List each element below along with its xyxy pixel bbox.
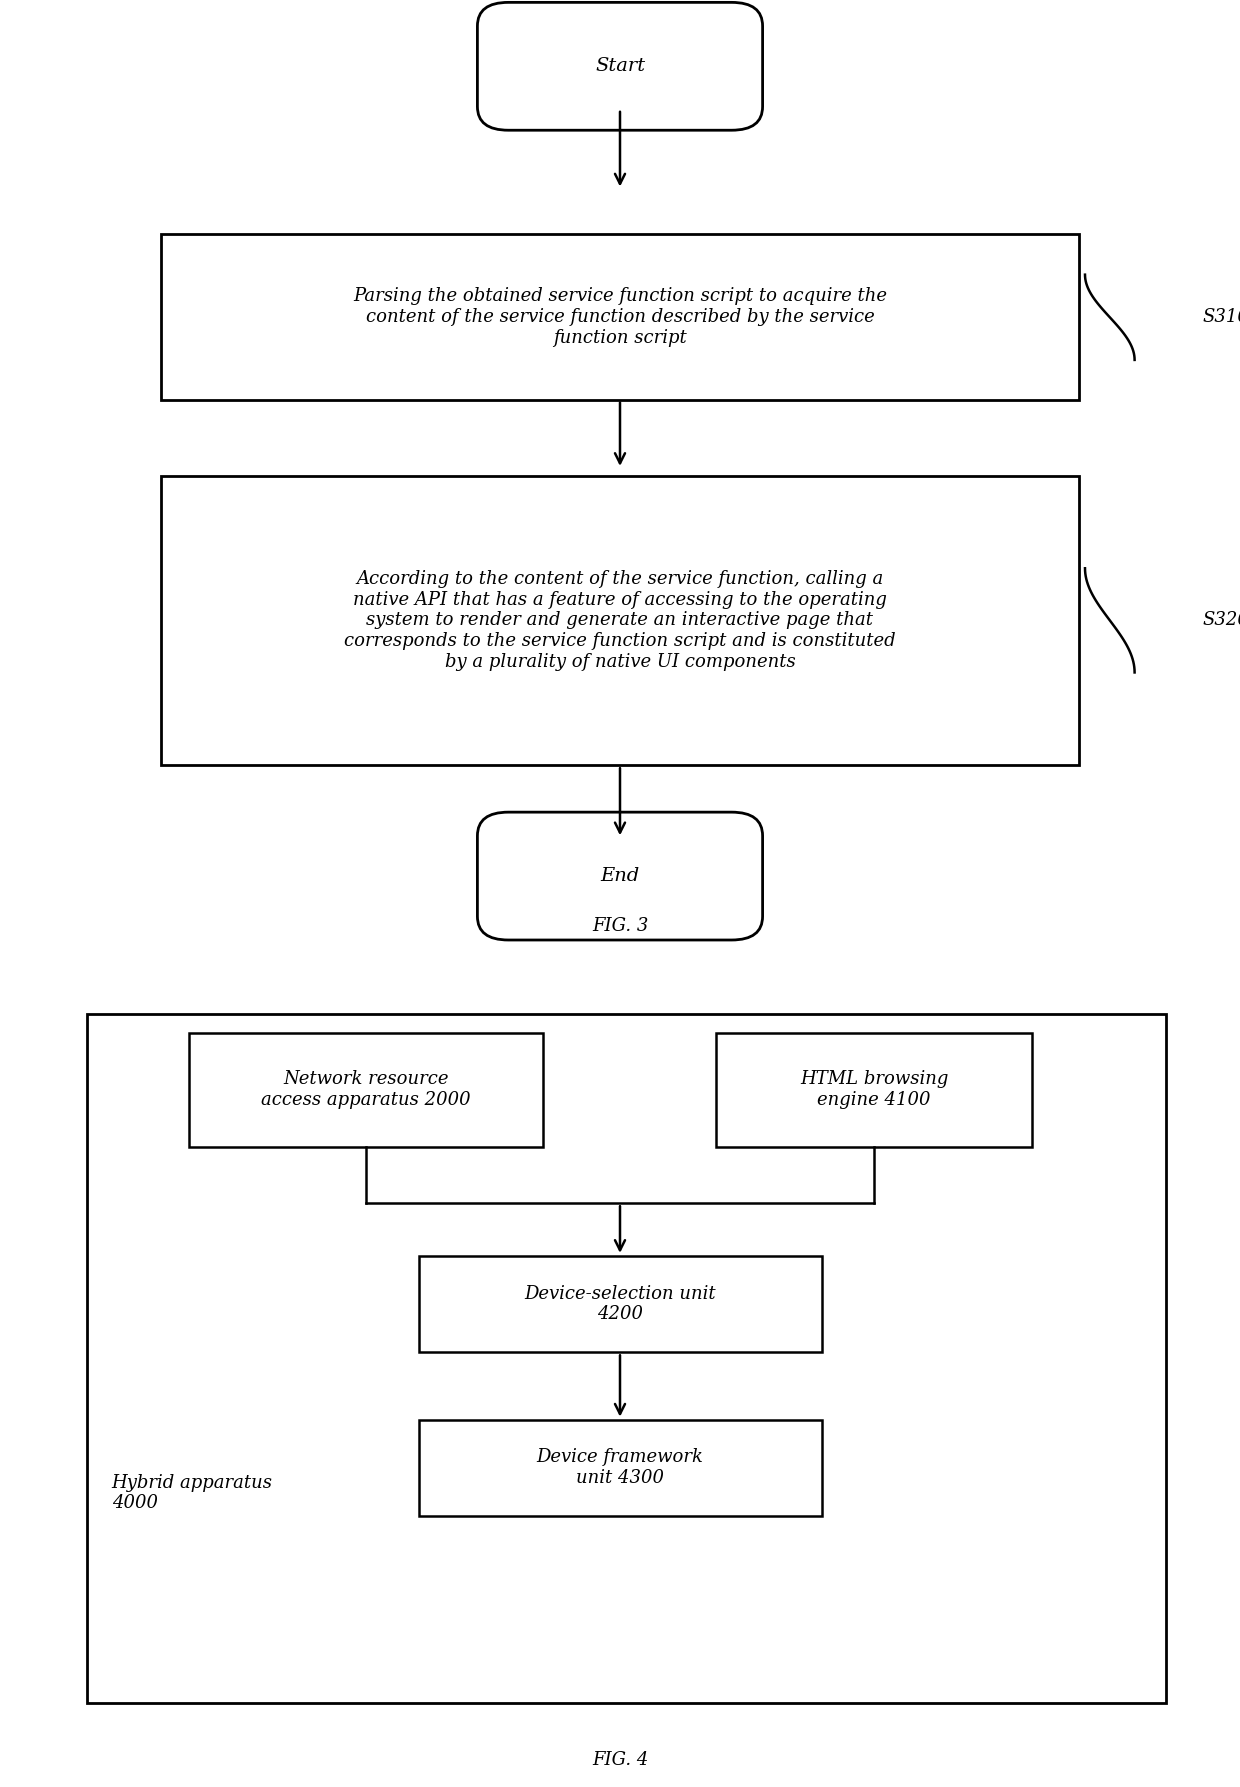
Text: Hybrid apparatus
4000: Hybrid apparatus 4000 xyxy=(112,1474,273,1512)
Text: S3100: S3100 xyxy=(1203,309,1240,327)
Text: Parsing the obtained service function script to acquire the
content of the servi: Parsing the obtained service function sc… xyxy=(353,288,887,347)
FancyBboxPatch shape xyxy=(161,475,1079,765)
FancyBboxPatch shape xyxy=(477,811,763,940)
Text: End: End xyxy=(600,867,640,885)
Text: S3200: S3200 xyxy=(1203,611,1240,629)
FancyBboxPatch shape xyxy=(161,234,1079,400)
Text: According to the content of the service function, calling a
native API that has : According to the content of the service … xyxy=(345,570,895,670)
FancyBboxPatch shape xyxy=(188,1033,543,1147)
Text: FIG. 3: FIG. 3 xyxy=(591,917,649,935)
FancyBboxPatch shape xyxy=(419,1419,822,1515)
Text: Start: Start xyxy=(595,57,645,75)
FancyBboxPatch shape xyxy=(477,2,763,130)
FancyBboxPatch shape xyxy=(715,1033,1032,1147)
FancyBboxPatch shape xyxy=(419,1256,822,1353)
FancyBboxPatch shape xyxy=(87,1015,1166,1703)
Text: FIG. 4: FIG. 4 xyxy=(591,1751,649,1769)
Text: Network resource
access apparatus 2000: Network resource access apparatus 2000 xyxy=(260,1070,471,1110)
Text: Device-selection unit
4200: Device-selection unit 4200 xyxy=(525,1285,715,1324)
Text: HTML browsing
engine 4100: HTML browsing engine 4100 xyxy=(800,1070,949,1110)
Text: Device framework
unit 4300: Device framework unit 4300 xyxy=(537,1449,703,1487)
